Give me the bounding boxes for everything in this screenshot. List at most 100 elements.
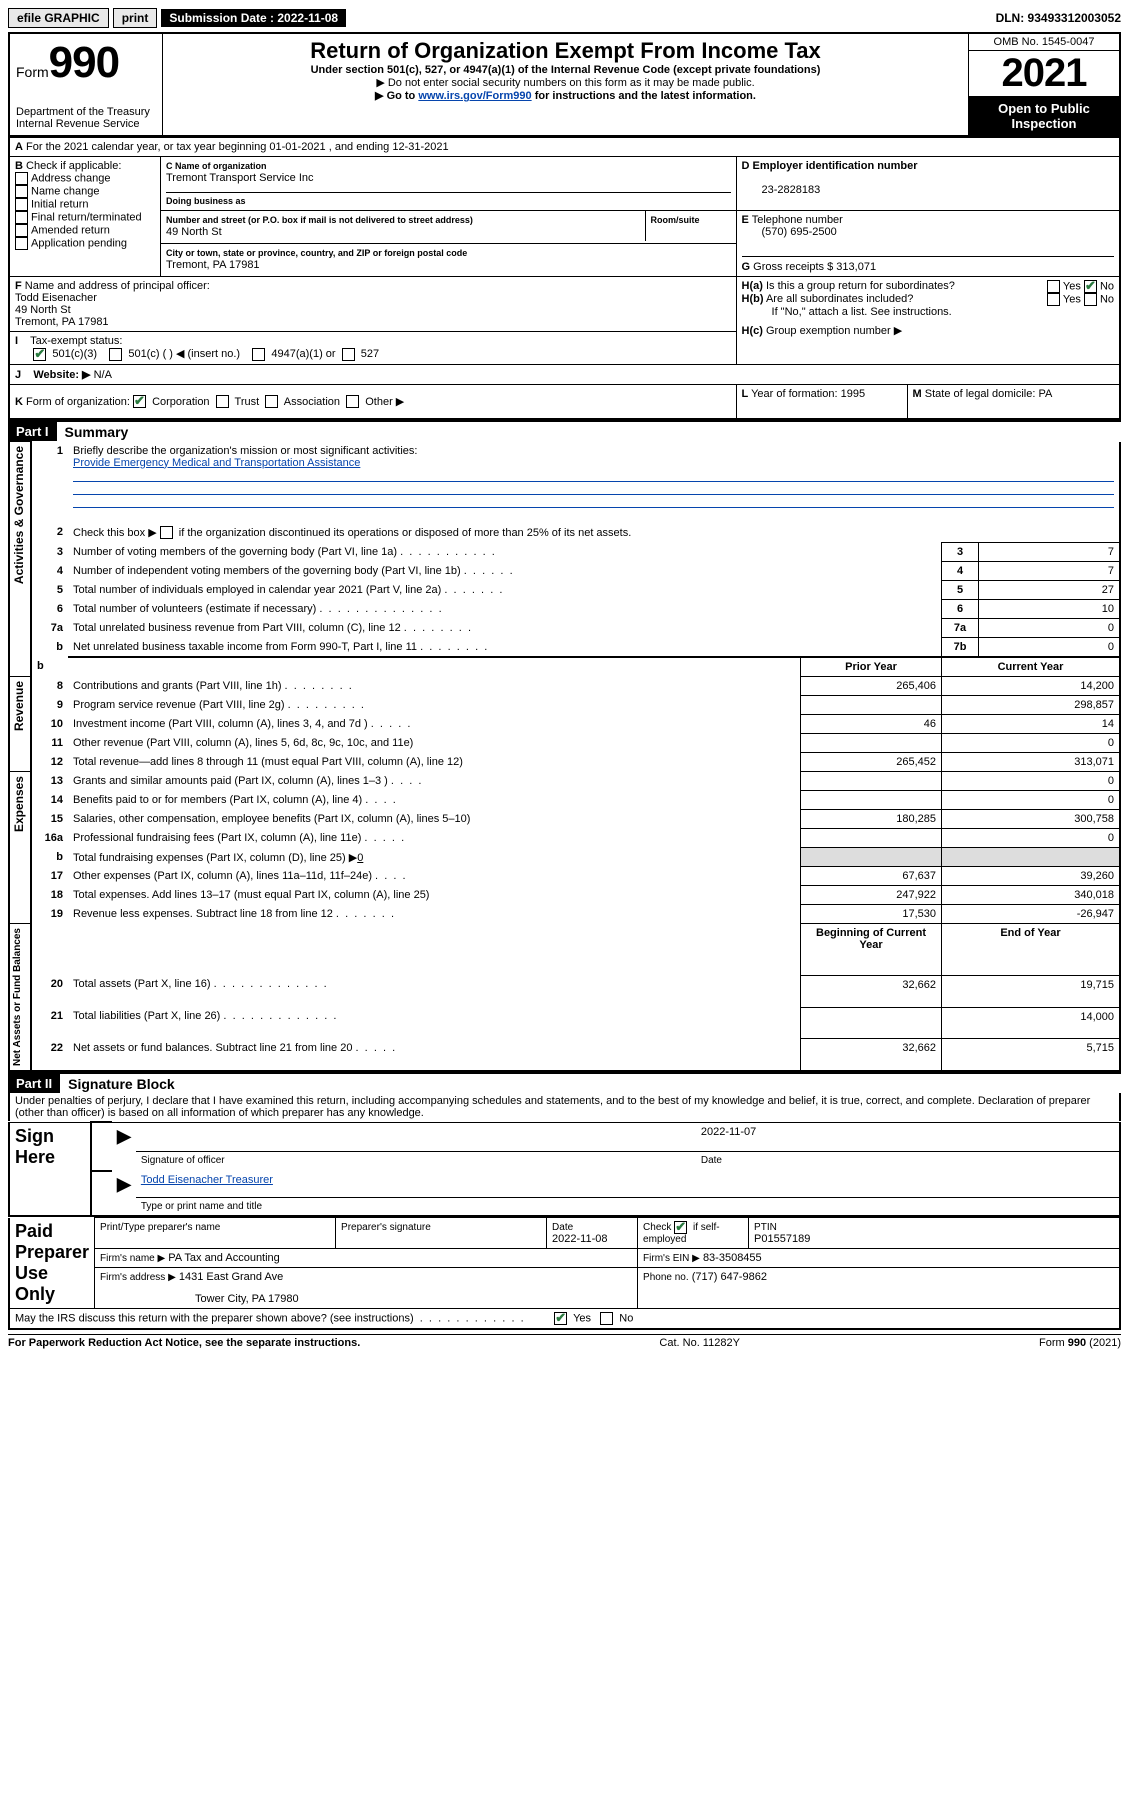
- officer-name: Todd Eisenacher: [15, 292, 97, 304]
- l10-label: Investment income (Part VIII, column (A)…: [73, 718, 368, 730]
- hb-yes-checkbox[interactable]: [1047, 293, 1060, 306]
- 4947-checkbox[interactable]: [252, 348, 265, 361]
- l20-prior: 32,662: [801, 975, 942, 1007]
- m-label: State of legal domicile:: [925, 388, 1036, 400]
- address-change-checkbox[interactable]: [15, 172, 28, 185]
- final-return-checkbox[interactable]: [15, 211, 28, 224]
- legal-domicile: PA: [1038, 388, 1052, 400]
- ha-yes-checkbox[interactable]: [1047, 280, 1060, 293]
- form-word: Form: [16, 64, 49, 80]
- 501c3-checkbox[interactable]: [33, 348, 46, 361]
- l9-curr: 298,857: [942, 696, 1121, 715]
- ha-no: No: [1100, 280, 1114, 292]
- l3-val: 7: [979, 543, 1121, 562]
- l17-prior: 67,637: [801, 867, 942, 886]
- ha-no-checkbox[interactable]: [1084, 280, 1097, 293]
- form-note2: ▶ Go to www.irs.gov/Form990 for instruct…: [169, 89, 962, 102]
- type-name-label: Type or print name and title: [136, 1198, 1120, 1217]
- hb-no-checkbox[interactable]: [1084, 293, 1097, 306]
- omb-number: OMB No. 1545-0047: [969, 34, 1119, 51]
- corp-checkbox[interactable]: [133, 395, 146, 408]
- l1-label: Briefly describe the organization's miss…: [73, 445, 417, 457]
- amended-return-checkbox[interactable]: [15, 224, 28, 237]
- part-ii-num: Part II: [8, 1074, 60, 1093]
- b-opt-1: Name change: [31, 185, 100, 197]
- trust-checkbox[interactable]: [216, 395, 229, 408]
- l21-prior: [801, 1007, 942, 1039]
- side-expenses: Expenses: [10, 772, 28, 836]
- dba-label: Doing business as: [166, 196, 246, 206]
- ptin-value: P01557189: [754, 1233, 810, 1245]
- l7a-label: Total unrelated business revenue from Pa…: [73, 622, 401, 634]
- l16a-label: Professional fundraising fees (Part IX, …: [73, 832, 361, 844]
- l14-prior: [801, 791, 942, 810]
- hc-label: Group exemption number ▶: [766, 325, 902, 337]
- paid-preparer-label: Paid Preparer Use Only: [9, 1218, 95, 1309]
- prep-sig-label: Preparer's signature: [341, 1222, 431, 1233]
- l5-label: Total number of individuals employed in …: [73, 584, 441, 596]
- l14-curr: 0: [942, 791, 1121, 810]
- b-opt-5: Application pending: [31, 237, 127, 249]
- form-number: 990: [49, 38, 119, 87]
- l2-checkbox[interactable]: [160, 526, 173, 539]
- l11-prior: [801, 734, 942, 753]
- discuss-no: No: [619, 1312, 633, 1324]
- part-ii-header: Part II Signature Block: [8, 1072, 1121, 1093]
- k-label: Form of organization:: [26, 396, 130, 408]
- cat-no: Cat. No. 11282Y: [659, 1337, 740, 1349]
- signature-table: Sign Here ▶ 2022-11-07 Signature of offi…: [8, 1121, 1121, 1217]
- i-o4: 527: [361, 348, 379, 360]
- l12-prior: 265,452: [801, 753, 942, 772]
- l5-val: 27: [979, 581, 1121, 600]
- gross-receipts: 313,071: [836, 261, 876, 273]
- l18-curr: 340,018: [942, 886, 1121, 905]
- part-ii-title: Signature Block: [60, 1076, 175, 1092]
- self-employed-checkbox[interactable]: [674, 1221, 687, 1234]
- discuss-yes-checkbox[interactable]: [554, 1312, 567, 1325]
- sign-here-label: Sign Here: [9, 1122, 91, 1171]
- l15-prior: 180,285: [801, 810, 942, 829]
- l2-pre: Check this box ▶: [73, 527, 157, 539]
- l19-label: Revenue less expenses. Subtract line 18 …: [73, 908, 333, 920]
- addr-label: Number and street (or P.O. box if mail i…: [166, 215, 473, 225]
- ha-label: Is this a group return for subordinates?: [766, 280, 955, 292]
- name-change-checkbox[interactable]: [15, 185, 28, 198]
- side-governance: Activities & Governance: [10, 442, 28, 588]
- section-a: A For the 2021 calendar year, or tax yea…: [8, 137, 1121, 420]
- initial-return-checkbox[interactable]: [15, 198, 28, 211]
- l18-label: Total expenses. Add lines 13–17 (must eq…: [73, 889, 429, 901]
- l6-val: 10: [979, 600, 1121, 619]
- form990-link[interactable]: www.irs.gov/Form990: [418, 90, 531, 102]
- i-o2: 501(c) ( ) ◀ (insert no.): [128, 348, 240, 360]
- l19-curr: -26,947: [942, 905, 1121, 924]
- officer-name-link[interactable]: Todd Eisenacher Treasurer: [141, 1174, 273, 1186]
- k-o3: Association: [284, 396, 340, 408]
- other-checkbox[interactable]: [346, 395, 359, 408]
- 527-checkbox[interactable]: [342, 348, 355, 361]
- part-i-num: Part I: [8, 422, 57, 441]
- assoc-checkbox[interactable]: [265, 395, 278, 408]
- part-i-title: Summary: [57, 424, 129, 440]
- firm-ein-value: 83-3508455: [703, 1252, 762, 1264]
- hb-yes: Yes: [1063, 293, 1081, 305]
- prior-year-header: Prior Year: [845, 661, 897, 673]
- 501c-checkbox[interactable]: [109, 348, 122, 361]
- note2-pre: ▶ Go to: [375, 90, 418, 102]
- d-label: Employer identification number: [753, 160, 918, 172]
- application-pending-checkbox[interactable]: [15, 237, 28, 250]
- c-name-label: Name of organization: [175, 161, 267, 171]
- org-name: Tremont Transport Service Inc: [166, 172, 314, 184]
- open-public-label: Open to Public Inspection: [969, 97, 1121, 137]
- discuss-no-checkbox[interactable]: [600, 1312, 613, 1325]
- current-year-header: Current Year: [998, 661, 1064, 673]
- print-button[interactable]: print: [113, 8, 158, 28]
- j-label: Website: ▶: [33, 369, 90, 381]
- irs-label: Internal Revenue Service: [16, 118, 156, 130]
- phone-value: (570) 695-2500: [742, 226, 837, 238]
- b-opt-4: Amended return: [31, 224, 110, 236]
- mission-link[interactable]: Provide Emergency Medical and Transporta…: [73, 457, 360, 469]
- g-label: Gross receipts $: [753, 261, 833, 273]
- hb-label: Are all subordinates included?: [766, 293, 913, 305]
- officer-addr2: Tremont, PA 17981: [15, 316, 109, 328]
- dln-label: DLN: 93493312003052: [996, 11, 1121, 25]
